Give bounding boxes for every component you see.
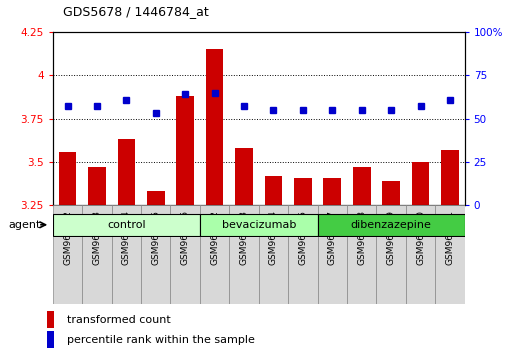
- Bar: [259, 205, 288, 304]
- Text: bevacizumab: bevacizumab: [222, 220, 296, 230]
- Text: percentile rank within the sample: percentile rank within the sample: [68, 335, 255, 345]
- Bar: [376, 205, 406, 304]
- Text: GSM967857: GSM967857: [328, 210, 337, 265]
- Text: control: control: [107, 220, 146, 230]
- Bar: [111, 205, 141, 304]
- Bar: [46, 331, 54, 348]
- Bar: [200, 214, 317, 236]
- Text: GSM967865: GSM967865: [298, 210, 307, 265]
- Bar: [171, 205, 200, 304]
- Text: GSM967861: GSM967861: [446, 210, 455, 265]
- Text: GSM967858: GSM967858: [357, 210, 366, 265]
- Text: transformed count: transformed count: [68, 315, 171, 325]
- Text: GSM967855: GSM967855: [151, 210, 161, 265]
- Bar: [200, 205, 229, 304]
- Bar: [88, 167, 106, 205]
- Bar: [147, 192, 165, 205]
- Bar: [412, 162, 429, 205]
- Bar: [441, 150, 459, 205]
- Bar: [294, 178, 312, 205]
- Bar: [82, 205, 111, 304]
- Bar: [229, 205, 259, 304]
- Text: GSM967856: GSM967856: [181, 210, 190, 265]
- Bar: [353, 167, 371, 205]
- Text: GSM967860: GSM967860: [416, 210, 425, 265]
- Bar: [317, 214, 465, 236]
- Text: GSM967859: GSM967859: [386, 210, 395, 265]
- Bar: [235, 148, 253, 205]
- Text: GSM967863: GSM967863: [240, 210, 249, 265]
- Text: GSM967852: GSM967852: [63, 210, 72, 265]
- Text: GSM967864: GSM967864: [269, 210, 278, 265]
- Text: agent: agent: [8, 220, 40, 230]
- Bar: [53, 205, 82, 304]
- Bar: [141, 205, 171, 304]
- Bar: [435, 205, 465, 304]
- Text: GSM967862: GSM967862: [210, 210, 219, 265]
- Bar: [206, 49, 223, 205]
- Bar: [176, 96, 194, 205]
- Bar: [382, 181, 400, 205]
- Bar: [53, 214, 200, 236]
- Bar: [59, 152, 77, 205]
- Bar: [317, 205, 347, 304]
- Bar: [46, 312, 54, 329]
- Bar: [118, 139, 135, 205]
- Text: GSM967853: GSM967853: [92, 210, 101, 265]
- Text: GDS5678 / 1446784_at: GDS5678 / 1446784_at: [63, 5, 209, 18]
- Bar: [406, 205, 435, 304]
- Bar: [324, 178, 341, 205]
- Bar: [265, 176, 282, 205]
- Bar: [288, 205, 317, 304]
- Bar: [347, 205, 376, 304]
- Text: GSM967854: GSM967854: [122, 210, 131, 265]
- Text: dibenzazepine: dibenzazepine: [351, 220, 431, 230]
